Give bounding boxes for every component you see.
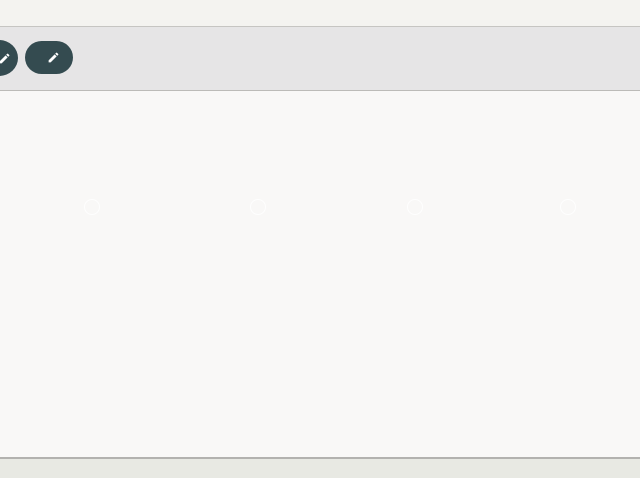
panel-bottom-divider	[0, 457, 640, 459]
date-filter-chip[interactable]	[25, 41, 73, 74]
filter-chip-bar	[0, 27, 640, 91]
new-filter-button[interactable]	[194, 41, 206, 74]
desk-bezel-strip	[0, 459, 640, 478]
edit-pencil-icon	[47, 51, 60, 64]
monitor-glare-strip	[0, 0, 640, 27]
performance-line-chart[interactable]	[0, 225, 640, 415]
average-ctr-card[interactable]	[275, 112, 430, 222]
search-type-chip-cut[interactable]	[0, 40, 18, 76]
performance-panel	[0, 91, 640, 457]
help-icon[interactable]	[250, 199, 266, 215]
total-impressions-card[interactable]	[109, 112, 273, 222]
help-icon[interactable]	[560, 199, 576, 215]
average-position-card[interactable]	[432, 112, 583, 222]
total-clicks-card[interactable]	[0, 112, 107, 222]
edit-pencil-icon	[0, 52, 11, 65]
help-icon[interactable]	[407, 199, 423, 215]
help-icon[interactable]	[84, 199, 100, 215]
